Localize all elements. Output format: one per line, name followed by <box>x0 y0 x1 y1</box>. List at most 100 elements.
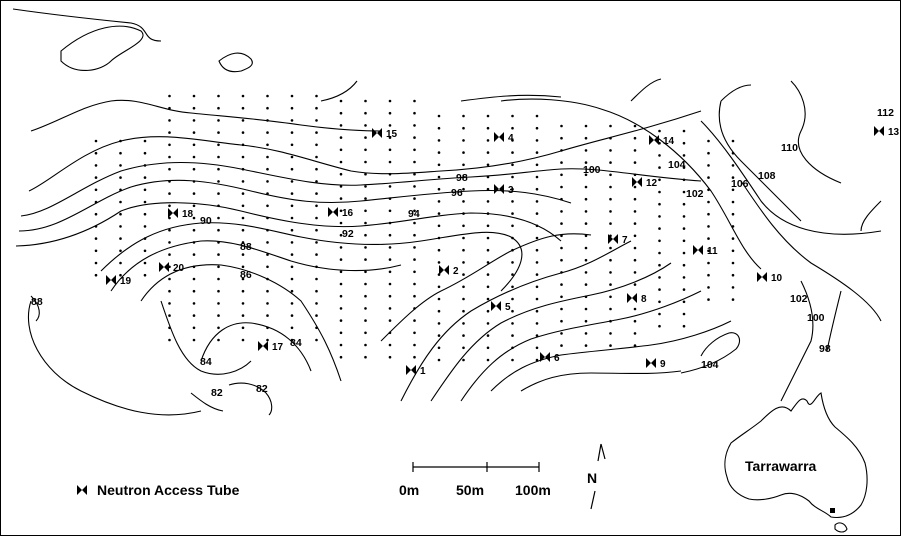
survey-point <box>462 127 465 130</box>
survey-point <box>462 164 465 167</box>
survey-point <box>168 339 171 342</box>
survey-point <box>487 200 490 203</box>
tube-id-label: 8 <box>641 294 647 305</box>
survey-point <box>438 176 441 179</box>
survey-point <box>168 290 171 293</box>
survey-point <box>266 180 269 183</box>
survey-point <box>119 201 122 204</box>
survey-point <box>364 222 367 225</box>
survey-point <box>315 119 318 122</box>
survey-point <box>364 344 367 347</box>
survey-point <box>168 95 171 98</box>
survey-point <box>585 283 588 286</box>
survey-point <box>487 322 490 325</box>
survey-point <box>315 229 318 232</box>
survey-point <box>707 225 710 228</box>
survey-point <box>193 156 196 159</box>
survey-point <box>511 176 514 179</box>
survey-point <box>609 271 612 274</box>
survey-point <box>438 261 441 264</box>
survey-point <box>487 334 490 337</box>
tube-id-label: 13 <box>888 127 900 138</box>
survey-point <box>168 131 171 134</box>
survey-point <box>119 225 122 228</box>
survey-point <box>389 124 392 127</box>
survey-point <box>707 298 710 301</box>
survey-point <box>438 298 441 301</box>
survey-point <box>193 314 196 317</box>
survey-point <box>560 161 563 164</box>
contour-label: 100 <box>807 312 825 324</box>
survey-point <box>634 271 637 274</box>
survey-point <box>732 262 735 265</box>
survey-point <box>683 264 686 267</box>
neutron-tube-marker <box>106 275 116 285</box>
survey-point <box>536 322 539 325</box>
survey-point <box>242 95 245 98</box>
survey-point <box>389 100 392 103</box>
survey-point <box>266 302 269 305</box>
survey-point <box>291 302 294 305</box>
survey-point <box>536 188 539 191</box>
survey-point <box>585 259 588 262</box>
survey-point <box>732 237 735 240</box>
survey-point <box>511 151 514 154</box>
survey-point <box>438 164 441 167</box>
survey-point <box>193 302 196 305</box>
survey-point <box>658 240 661 243</box>
neutron-tube-marker <box>608 234 618 244</box>
survey-point <box>560 137 563 140</box>
survey-point <box>217 192 220 195</box>
neutron-tube-marker <box>693 245 703 255</box>
survey-point <box>413 112 416 115</box>
tube-id-label: 1 <box>420 366 426 377</box>
survey-point <box>609 222 612 225</box>
north-arrow: N <box>587 444 605 509</box>
survey-point <box>95 213 98 216</box>
survey-point <box>95 140 98 143</box>
survey-point <box>462 334 465 337</box>
survey-point <box>732 201 735 204</box>
survey-point <box>585 344 588 347</box>
survey-point <box>217 168 220 171</box>
survey-point <box>511 225 514 228</box>
legend-label: Neutron Access Tube <box>97 482 240 498</box>
survey-point <box>462 359 465 362</box>
survey-point <box>536 273 539 276</box>
survey-point <box>315 278 318 281</box>
survey-point <box>364 356 367 359</box>
survey-point <box>291 180 294 183</box>
survey-point <box>609 283 612 286</box>
survey-point <box>609 247 612 250</box>
survey-point <box>536 176 539 179</box>
survey-point <box>707 213 710 216</box>
survey-point <box>193 253 196 256</box>
survey-point <box>242 314 245 317</box>
survey-point <box>707 140 710 143</box>
survey-point <box>95 250 98 253</box>
survey-point <box>217 266 220 269</box>
survey-point <box>511 322 514 325</box>
tube-id-label: 12 <box>646 178 658 189</box>
survey-point <box>144 201 147 204</box>
tube-id-label: 2 <box>453 266 459 277</box>
survey-point <box>732 140 735 143</box>
contour-label: 96 <box>451 187 463 199</box>
survey-point <box>609 332 612 335</box>
survey-point <box>462 139 465 142</box>
survey-point <box>340 344 343 347</box>
survey-point <box>413 283 416 286</box>
survey-point <box>707 262 710 265</box>
survey-point <box>315 156 318 159</box>
survey-point <box>217 327 220 330</box>
survey-point <box>389 246 392 249</box>
survey-point <box>389 112 392 115</box>
survey-point <box>217 95 220 98</box>
survey-point <box>511 298 514 301</box>
survey-point <box>658 227 661 230</box>
survey-point <box>683 215 686 218</box>
neutron-tube-marker <box>406 365 416 375</box>
survey-point <box>217 180 220 183</box>
contour-label: 98 <box>456 172 468 184</box>
survey-point <box>144 152 147 155</box>
